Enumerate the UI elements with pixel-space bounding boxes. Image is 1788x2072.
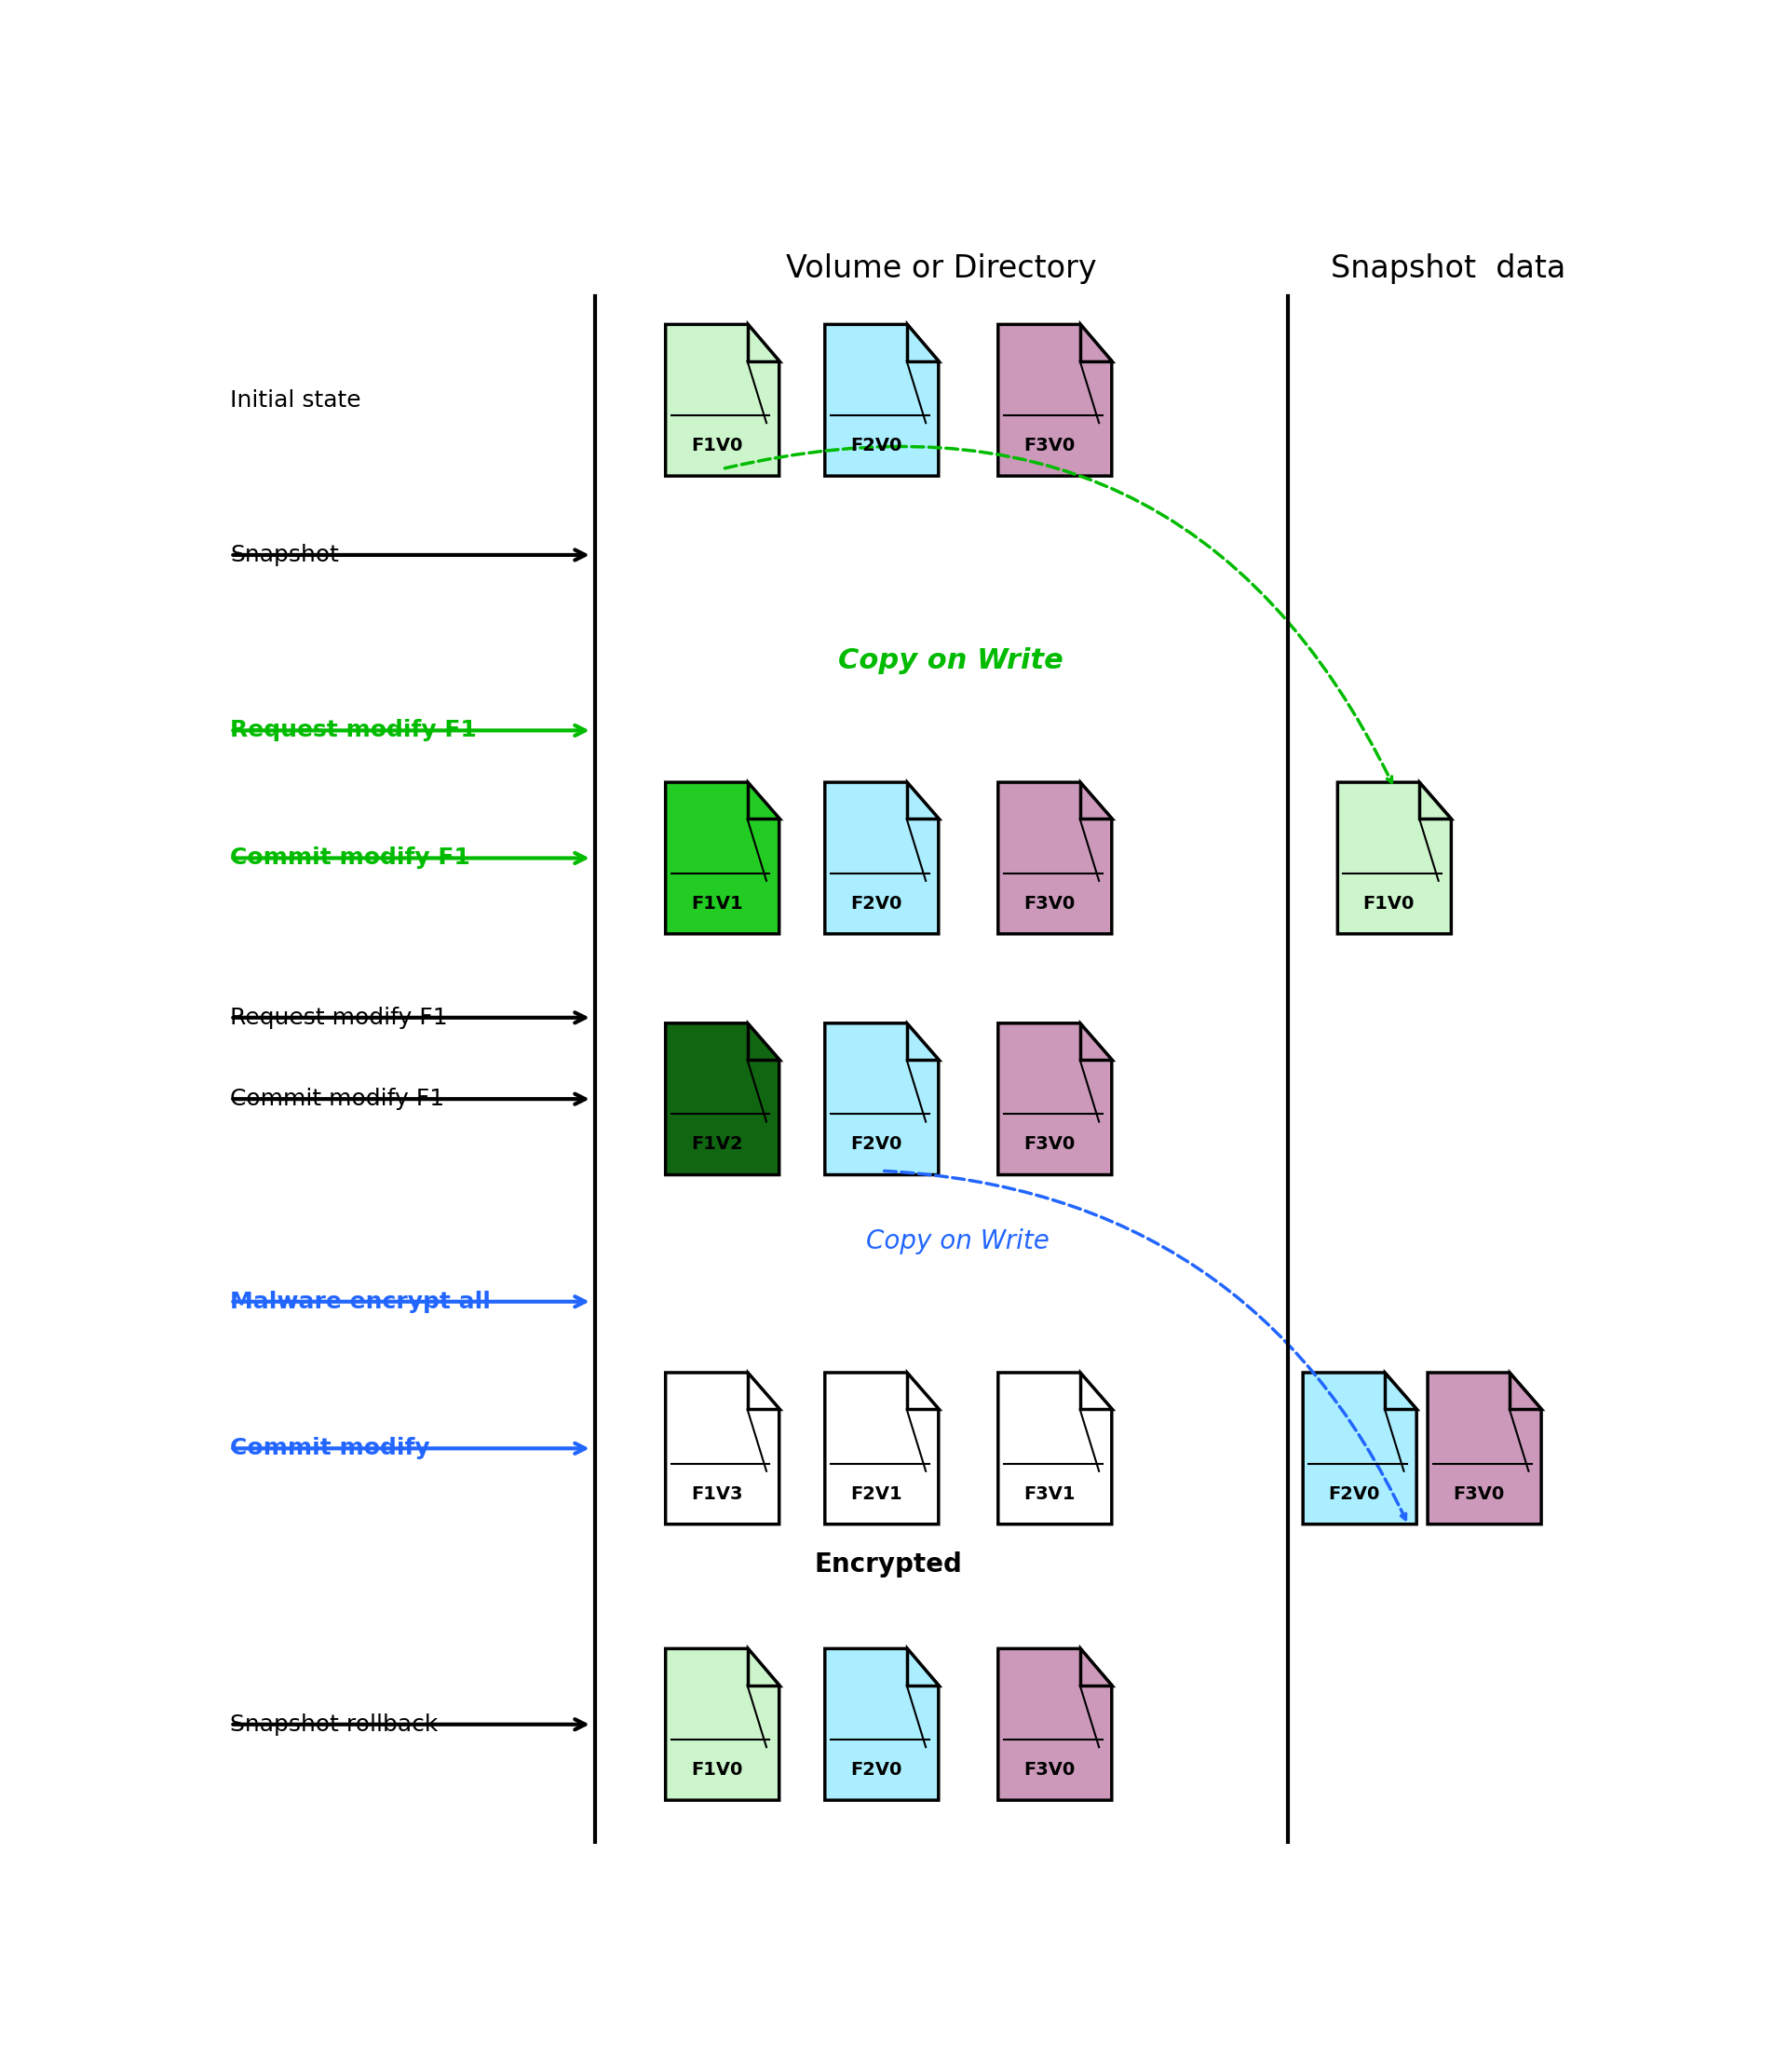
- Text: F1V1: F1V1: [690, 895, 742, 912]
- Text: Volume or Directory: Volume or Directory: [787, 253, 1096, 284]
- Text: Commit modify F1: Commit modify F1: [231, 847, 470, 870]
- Polygon shape: [1509, 1372, 1541, 1409]
- Polygon shape: [998, 325, 1112, 477]
- Polygon shape: [907, 325, 939, 361]
- Text: Copy on Write: Copy on Write: [865, 1229, 1050, 1254]
- Polygon shape: [665, 783, 780, 934]
- Polygon shape: [747, 1372, 780, 1409]
- Polygon shape: [747, 1649, 780, 1685]
- Text: Encrypted: Encrypted: [815, 1552, 962, 1579]
- Polygon shape: [1303, 1372, 1416, 1525]
- Text: F3V0: F3V0: [1023, 1761, 1075, 1778]
- Text: F3V0: F3V0: [1023, 1135, 1075, 1154]
- Polygon shape: [824, 1372, 939, 1525]
- Polygon shape: [998, 1372, 1112, 1525]
- Text: F1V0: F1V0: [690, 437, 742, 454]
- Polygon shape: [1427, 1372, 1541, 1525]
- Polygon shape: [907, 1372, 939, 1409]
- Polygon shape: [1080, 783, 1112, 818]
- Text: F2V0: F2V0: [851, 895, 901, 912]
- Polygon shape: [1337, 783, 1452, 934]
- Polygon shape: [1384, 1372, 1416, 1409]
- Text: F2V0: F2V0: [1328, 1486, 1380, 1502]
- Polygon shape: [1080, 325, 1112, 361]
- Text: Malware encrypt all: Malware encrypt all: [231, 1291, 492, 1314]
- Text: Request modify F1: Request modify F1: [231, 719, 477, 742]
- Text: Request modify F1: Request modify F1: [231, 1007, 449, 1030]
- Text: Commit modify: Commit modify: [231, 1438, 431, 1459]
- Text: Snapshot rollback: Snapshot rollback: [231, 1714, 438, 1736]
- Text: F1V0: F1V0: [1362, 895, 1414, 912]
- Text: F1V2: F1V2: [690, 1135, 742, 1154]
- Text: F1V3: F1V3: [690, 1486, 742, 1502]
- Text: F2V0: F2V0: [851, 437, 901, 454]
- Text: Snapshot: Snapshot: [231, 543, 340, 566]
- Polygon shape: [824, 783, 939, 934]
- Polygon shape: [824, 325, 939, 477]
- Polygon shape: [747, 325, 780, 361]
- Polygon shape: [1420, 783, 1452, 818]
- Text: F1V0: F1V0: [690, 1761, 742, 1778]
- Polygon shape: [824, 1649, 939, 1801]
- Polygon shape: [665, 1024, 780, 1175]
- Text: Commit modify F1: Commit modify F1: [231, 1088, 445, 1111]
- Text: Snapshot  data: Snapshot data: [1330, 253, 1566, 284]
- Text: F3V1: F3V1: [1023, 1486, 1075, 1502]
- Polygon shape: [1080, 1372, 1112, 1409]
- Text: F2V0: F2V0: [851, 1135, 901, 1154]
- Polygon shape: [1080, 1024, 1112, 1061]
- Polygon shape: [998, 783, 1112, 934]
- Polygon shape: [998, 1649, 1112, 1801]
- Polygon shape: [665, 1372, 780, 1525]
- Polygon shape: [747, 1024, 780, 1061]
- Text: F2V0: F2V0: [851, 1761, 901, 1778]
- Text: F3V0: F3V0: [1023, 895, 1075, 912]
- Polygon shape: [747, 783, 780, 818]
- Polygon shape: [824, 1024, 939, 1175]
- Text: Initial state: Initial state: [231, 390, 361, 412]
- Polygon shape: [665, 1649, 780, 1801]
- Polygon shape: [665, 325, 780, 477]
- Text: Copy on Write: Copy on Write: [839, 646, 1064, 673]
- Text: F2V1: F2V1: [849, 1486, 901, 1502]
- Polygon shape: [998, 1024, 1112, 1175]
- Text: F3V0: F3V0: [1023, 437, 1075, 454]
- Text: F3V0: F3V0: [1454, 1486, 1504, 1502]
- Polygon shape: [907, 1024, 939, 1061]
- Polygon shape: [907, 1649, 939, 1685]
- Polygon shape: [907, 783, 939, 818]
- Polygon shape: [1080, 1649, 1112, 1685]
